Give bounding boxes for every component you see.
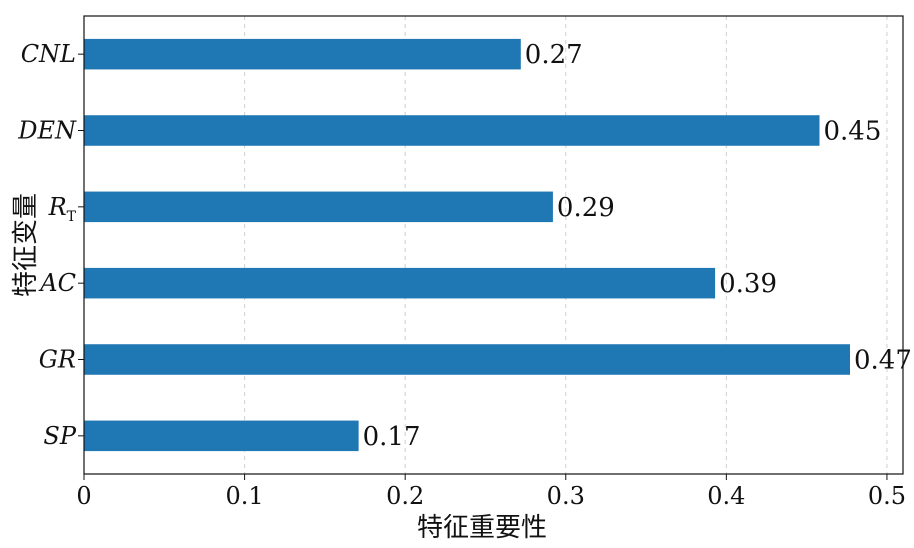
x-axis-title: 特征重要性 [417, 513, 547, 543]
category-label: CNL [21, 40, 76, 68]
x-tick-label: 0.5 [868, 482, 906, 510]
bar-cnl [84, 38, 521, 70]
value-label: 0.27 [525, 40, 583, 70]
x-tick-label: 0.1 [226, 482, 264, 510]
x-tick-label: 0 [76, 482, 91, 510]
x-tick-label: 0.3 [547, 482, 585, 510]
value-label: 0.47 [854, 346, 912, 376]
bar-gr [84, 344, 851, 375]
category-label: DEN [17, 117, 77, 145]
value-label: 0.29 [557, 193, 615, 223]
bar-sp [84, 420, 359, 452]
value-label: 0.39 [719, 269, 777, 299]
category-label: AC [38, 269, 76, 297]
category-label: RT [48, 193, 77, 225]
value-label: 0.45 [823, 117, 881, 147]
x-tick-label: 0.2 [386, 482, 424, 510]
category-label: GR [39, 346, 76, 374]
category-label: SP [43, 422, 76, 450]
bar-r [84, 191, 553, 223]
grid-lines [244, 16, 888, 474]
bars: 0.27 0.45 0.29 0.39 0.47 0.17 [84, 38, 912, 452]
bar-den [84, 115, 820, 146]
plot-frame [83, 15, 904, 475]
y-axis-title: 特征变量 [11, 193, 41, 297]
axes: CNL DEN RT AC GR SP 0 0.1 0.2 0.3 0.4 0.5 [17, 15, 906, 510]
value-label: 0.17 [363, 422, 421, 452]
x-tick-label: 0.4 [707, 482, 745, 510]
bar-ac [84, 267, 716, 299]
